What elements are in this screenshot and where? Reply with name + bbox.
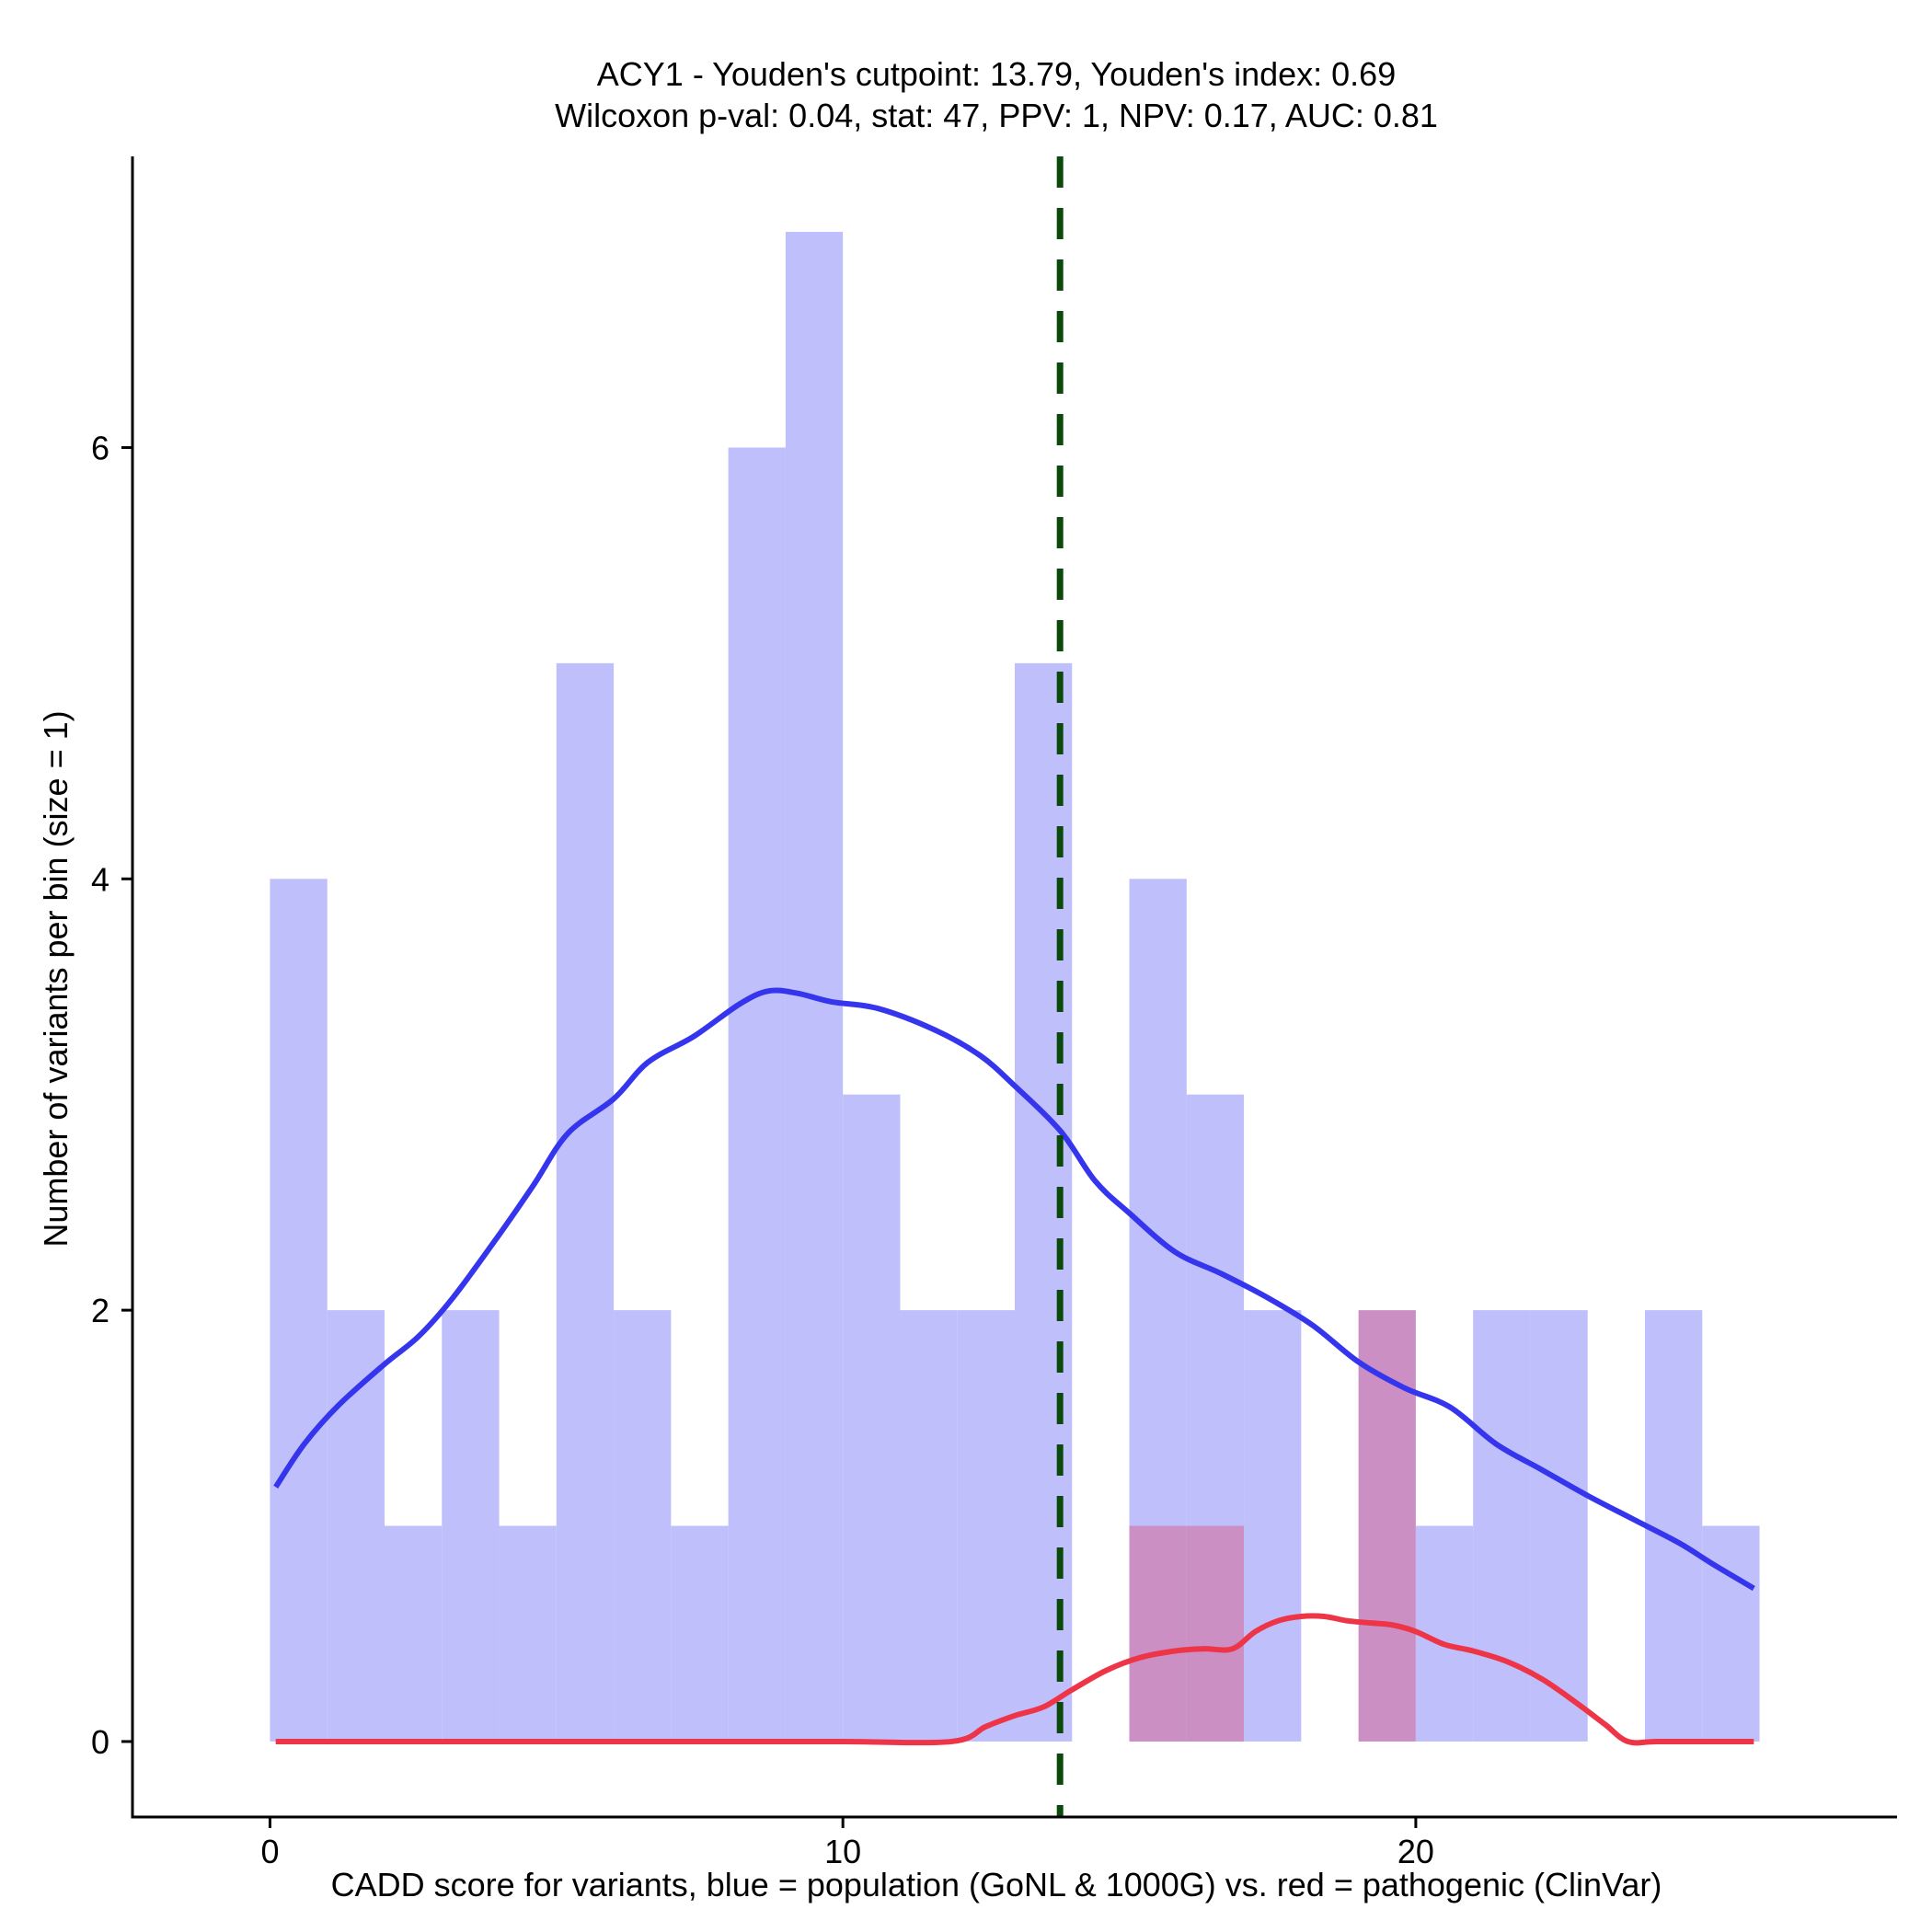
population-bar-2 bbox=[385, 1525, 443, 1742]
axes bbox=[131, 156, 1897, 1819]
population-bar-0 bbox=[270, 879, 328, 1742]
population-bar-3 bbox=[442, 1310, 500, 1742]
population-bar-7 bbox=[671, 1525, 729, 1742]
population-bar-24 bbox=[1645, 1310, 1703, 1742]
x-tick-label-20: 20 bbox=[1397, 1833, 1434, 1870]
population-bar-13 bbox=[1015, 662, 1073, 1742]
y-tick-label-2: 2 bbox=[91, 1292, 109, 1329]
population-bar-11 bbox=[900, 1310, 958, 1742]
population-bar-1 bbox=[327, 1310, 385, 1742]
population-bar-4 bbox=[499, 1525, 557, 1742]
population-bar-12 bbox=[957, 1310, 1015, 1742]
chart-title-line-2: Wilcoxon p-val: 0.04, stat: 47, PPV: 1, … bbox=[555, 97, 1438, 134]
population-bar-9 bbox=[785, 232, 844, 1742]
x-axis-label: CADD score for variants, blue = populati… bbox=[331, 1866, 1662, 1903]
y-tick-label-4: 4 bbox=[91, 860, 109, 898]
pathogenic-bar-16 bbox=[1186, 1525, 1245, 1742]
population-bar-6 bbox=[614, 1310, 672, 1742]
y-tick-label-0: 0 bbox=[91, 1723, 109, 1761]
density-lines bbox=[273, 987, 1755, 1746]
pathogenic-bar-19 bbox=[1358, 1310, 1416, 1742]
population-bar-8 bbox=[728, 447, 786, 1742]
chart-title-line-1: ACY1 - Youden's cutpoint: 13.79, Youden'… bbox=[597, 55, 1396, 93]
y-axis-ticks: 0 2 4 6 bbox=[91, 429, 132, 1761]
population-density-line bbox=[273, 987, 1755, 1592]
population-bar-5 bbox=[556, 662, 615, 1742]
population-bar-22 bbox=[1530, 1310, 1588, 1742]
pathogenic-bar-15 bbox=[1129, 1525, 1187, 1742]
x-tick-label-10: 10 bbox=[824, 1833, 861, 1870]
population-bar-25 bbox=[1702, 1525, 1760, 1742]
y-axis-label: Number of variants per bin (size = 1) bbox=[37, 710, 75, 1247]
pathogenic-density-line bbox=[275, 1613, 1754, 1746]
pathogenic-bars bbox=[1129, 1310, 1416, 1742]
population-bar-10 bbox=[843, 1094, 901, 1742]
population-bar-21 bbox=[1473, 1310, 1531, 1742]
x-tick-label-0: 0 bbox=[260, 1833, 279, 1870]
y-tick-label-6: 6 bbox=[91, 429, 109, 466]
x-axis-ticks: 0 10 20 bbox=[260, 1817, 1434, 1870]
population-bar-17 bbox=[1244, 1310, 1302, 1742]
